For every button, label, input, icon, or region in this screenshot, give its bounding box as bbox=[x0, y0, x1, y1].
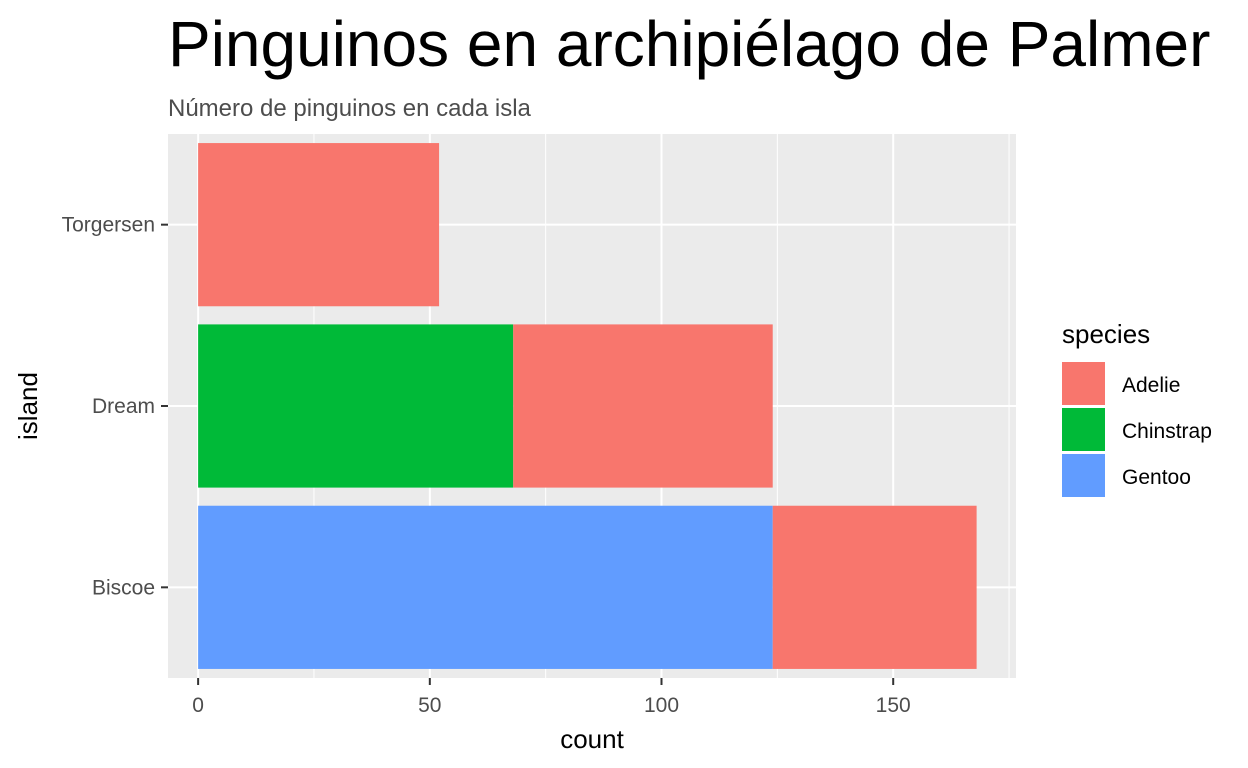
y-axis-title: island bbox=[13, 372, 43, 440]
chart-title: Pinguinos en archipiélago de Palmer bbox=[168, 8, 1210, 80]
x-axis-title: count bbox=[560, 724, 624, 754]
legend-key-chinstrap bbox=[1062, 408, 1105, 451]
legend-key-gentoo bbox=[1062, 454, 1105, 497]
bar-biscoe-adelie bbox=[773, 506, 977, 669]
legend-key-adelie bbox=[1062, 362, 1105, 405]
y-tick-label: Biscoe bbox=[92, 576, 155, 599]
legend-title: species bbox=[1062, 319, 1150, 349]
bar-dream-chinstrap bbox=[198, 324, 513, 487]
y-axis: Biscoe Dream Torgersen bbox=[62, 214, 168, 600]
bar-dream-adelie bbox=[513, 324, 772, 487]
legend-label-chinstrap: Chinstrap bbox=[1122, 420, 1212, 443]
chart-subtitle: Número de pinguinos en cada isla bbox=[168, 95, 532, 122]
x-tick-label: 50 bbox=[418, 694, 441, 717]
x-tick-label: 150 bbox=[876, 694, 911, 717]
x-tick-label: 0 bbox=[192, 694, 204, 717]
legend-label-gentoo: Gentoo bbox=[1122, 466, 1191, 489]
bar-biscoe-gentoo bbox=[198, 506, 773, 669]
bar-torgersen-adelie bbox=[198, 143, 439, 306]
x-tick-label: 100 bbox=[644, 694, 679, 717]
y-tick-label: Torgersen bbox=[62, 214, 155, 237]
legend-label-adelie: Adelie bbox=[1122, 374, 1180, 397]
legend: species Adelie Chinstrap Gentoo bbox=[1062, 319, 1212, 497]
y-tick-label: Dream bbox=[92, 395, 155, 418]
x-axis: 0 50 100 150 bbox=[192, 678, 910, 717]
